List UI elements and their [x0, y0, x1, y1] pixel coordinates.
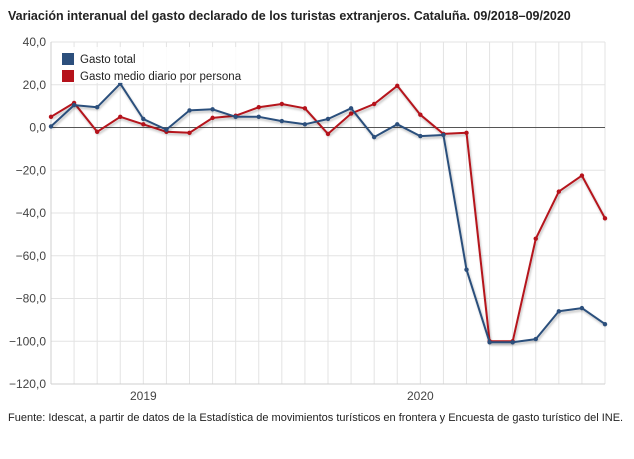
data-point-gasto-medio: [602, 216, 608, 221]
data-point-gasto-total: [302, 122, 308, 127]
y-tick-label: −40,0: [16, 206, 47, 220]
data-point-gasto-medio: [48, 114, 54, 120]
line-chart: 40,0 20,0 0,0 −20,0 −40,0 −60,0 −80,0 −100,0 −12…: [9, 35, 608, 403]
data-point-gasto-total: [371, 134, 377, 140]
y-axis-ticks: 40,0 20,0 0,0 −20,0 −40,0 −60,0 −80,0 −100,0 −12…: [9, 35, 46, 391]
y-tick-label: 20,0: [23, 78, 47, 92]
data-point-gasto-medio: [256, 104, 261, 110]
x-axis-ticks: 2019 2020: [130, 389, 434, 403]
y-tick-label: 0,0: [29, 121, 46, 135]
data-point-gasto-total: [164, 127, 169, 132]
data-point-gasto-medio: [210, 115, 215, 121]
data-point-gasto-total: [510, 340, 515, 345]
data-point-gasto-medio: [395, 83, 400, 89]
data-point-gasto-total: [579, 305, 585, 311]
data-point-gasto-total: [279, 118, 285, 124]
data-point-gasto-medio: [371, 101, 377, 107]
data-point-gasto-total: [94, 104, 100, 110]
data-point-gasto-total: [487, 340, 492, 345]
data-point-gasto-medio: [94, 129, 100, 134]
data-point-gasto-medio: [464, 130, 469, 136]
data-point-gasto-medio: [533, 236, 538, 241]
data-point-gasto-medio: [418, 112, 423, 117]
legend-label-gasto-total: Gasto total: [80, 54, 136, 66]
data-point-gasto-medio: [118, 114, 123, 120]
data-point-gasto-total: [71, 102, 77, 108]
y-tick-label: −20,0: [16, 163, 47, 177]
data-point-gasto-medio: [556, 189, 562, 194]
legend-swatch-gasto-total: [62, 53, 74, 65]
data-point-gasto-total: [187, 108, 192, 113]
data-point-gasto-total: [233, 114, 238, 120]
data-point-gasto-total: [533, 336, 538, 342]
y-tick-label: −120,0: [9, 377, 46, 391]
data-point-gasto-total: [602, 321, 608, 327]
data-point-gasto-medio: [279, 101, 285, 107]
data-point-gasto-total: [348, 106, 354, 111]
data-point-gasto-total: [325, 116, 331, 122]
data-point-gasto-medio: [141, 122, 146, 127]
y-tick-label: 40,0: [23, 35, 47, 49]
data-point-gasto-medio: [325, 131, 331, 137]
data-point-gasto-medio: [579, 173, 585, 178]
data-point-gasto-total: [556, 309, 562, 314]
legend-swatch-gasto-medio: [62, 70, 74, 82]
y-tick-label: −60,0: [16, 249, 47, 263]
data-point-gasto-total: [464, 267, 469, 272]
source-note: Fuente: Idescat, a partir de datos de la…: [8, 412, 624, 424]
x-tick-label-year: 2019: [130, 389, 157, 403]
data-point-gasto-total: [256, 114, 261, 120]
x-tick-label-year: 2020: [407, 389, 434, 403]
data-point-gasto-medio: [348, 111, 354, 116]
y-tick-label: −80,0: [16, 292, 47, 306]
chart-title: Variación interanual del gasto declarado…: [8, 9, 571, 23]
chart-legend: Gasto total Gasto medio diario por perso…: [56, 47, 256, 83]
y-tick-label: −100,0: [9, 334, 46, 348]
data-point-gasto-total: [210, 107, 215, 112]
data-point-gasto-total: [48, 124, 54, 129]
data-point-gasto-total: [418, 133, 423, 139]
data-point-gasto-total: [141, 116, 146, 122]
series-lines: [48, 81, 608, 345]
data-point-gasto-medio: [302, 106, 308, 111]
data-point-gasto-total: [441, 132, 446, 138]
legend-label-gasto-medio: Gasto medio diario por persona: [80, 71, 242, 83]
data-point-gasto-total: [395, 122, 400, 127]
data-point-gasto-medio: [187, 130, 192, 136]
grid-lines: [50, 41, 606, 385]
legend-box: [56, 47, 256, 83]
